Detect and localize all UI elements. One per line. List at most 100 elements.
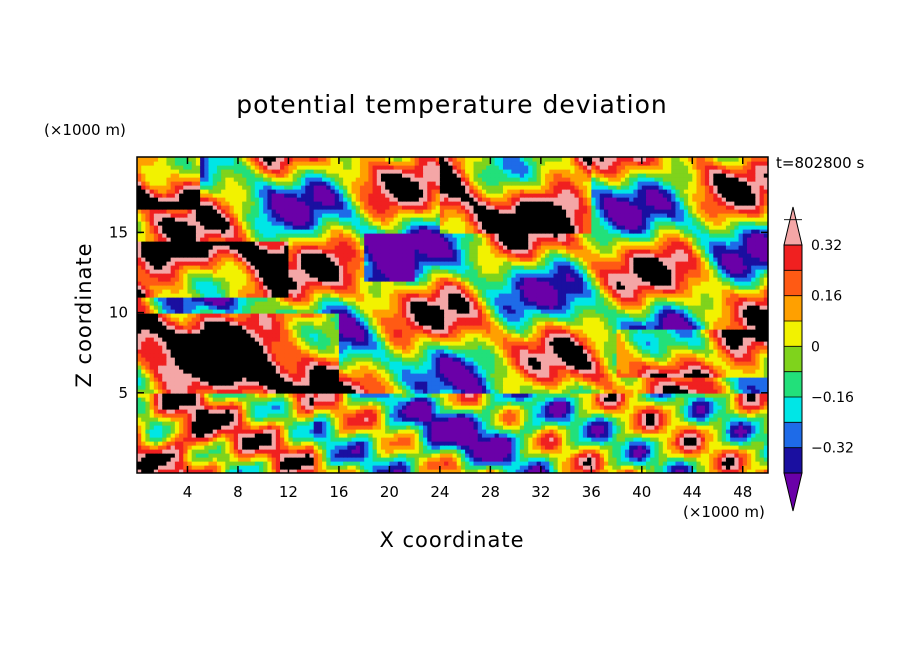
- heatmap-cell: [448, 393, 454, 398]
- heatmap-cell: [725, 437, 731, 442]
- heatmap-cell: [380, 421, 386, 426]
- heatmap-cell: [368, 377, 374, 382]
- heatmap-cell: [372, 349, 378, 354]
- heatmap-cell: [431, 385, 437, 390]
- heatmap-cell: [385, 341, 390, 346]
- heatmap-cell: [637, 417, 643, 422]
- heatmap-cell: [675, 441, 681, 446]
- heatmap-cell: [237, 357, 243, 362]
- heatmap-cell: [629, 417, 634, 422]
- heatmap-cell: [763, 401, 768, 406]
- heatmap-cell: [309, 337, 315, 342]
- heatmap-cell: [431, 409, 437, 414]
- heatmap-cell: [343, 341, 348, 346]
- heatmap-cell: [578, 425, 584, 430]
- heatmap-cell: [473, 457, 479, 462]
- heatmap-cell: [368, 433, 374, 438]
- heatmap-cell: [481, 385, 487, 390]
- heatmap-cell: [658, 341, 664, 346]
- heatmap-cell: [258, 349, 264, 354]
- heatmap-cell: [195, 405, 201, 410]
- heatmap-cell: [397, 433, 403, 438]
- heatmap-cell: [280, 377, 285, 382]
- heatmap-cell: [452, 425, 458, 430]
- heatmap-cell: [258, 365, 264, 370]
- heatmap-cell: [557, 445, 563, 450]
- heatmap-cell: [700, 465, 706, 470]
- heatmap-cell: [372, 421, 378, 426]
- heatmap-cell: [696, 381, 702, 386]
- heatmap-cell: [473, 469, 479, 473]
- heatmap-cell: [683, 465, 689, 470]
- heatmap-cell: [229, 425, 235, 430]
- heatmap-cell: [667, 441, 672, 446]
- heatmap-cell: [233, 413, 239, 418]
- heatmap-cell: [183, 457, 189, 462]
- heatmap-cell: [679, 449, 685, 454]
- heatmap-cell: [502, 341, 508, 346]
- heatmap-cell: [591, 409, 597, 414]
- heatmap-cell: [444, 417, 449, 422]
- heatmap-cell: [460, 397, 466, 402]
- heatmap-cell: [410, 445, 416, 450]
- heatmap-cell: [330, 353, 336, 358]
- heatmap-cell: [746, 369, 752, 374]
- heatmap-cell: [414, 405, 420, 410]
- heatmap-cell: [452, 393, 458, 398]
- heatmap-cell: [216, 385, 222, 390]
- heatmap-cell: [225, 429, 231, 434]
- heatmap-cell: [254, 405, 260, 410]
- heatmap-cell: [364, 341, 369, 346]
- heatmap-cell: [330, 365, 336, 370]
- heatmap-cell: [721, 449, 727, 454]
- heatmap-cell: [418, 449, 424, 454]
- heatmap-cell: [477, 417, 483, 422]
- heatmap-cell: [149, 349, 155, 354]
- heatmap-cell: [725, 401, 731, 406]
- heatmap-cell: [671, 417, 677, 422]
- heatmap-cell: [288, 405, 294, 410]
- heatmap-cell: [578, 417, 584, 422]
- heatmap-cell: [683, 381, 689, 386]
- heatmap-cell: [704, 457, 710, 462]
- heatmap-cell: [582, 341, 588, 346]
- heatmap-cell: [423, 357, 428, 362]
- heatmap-cell: [591, 405, 597, 410]
- heatmap-cell: [271, 401, 277, 406]
- heatmap-cell: [322, 337, 327, 342]
- heatmap-cell: [187, 445, 193, 450]
- heatmap-cell: [612, 437, 618, 442]
- heatmap-cell: [393, 413, 399, 418]
- heatmap-cell: [637, 413, 643, 418]
- heatmap-cell: [364, 377, 369, 382]
- heatmap-cell: [195, 397, 201, 402]
- heatmap-cell: [389, 457, 395, 462]
- heatmap-cell: [195, 381, 201, 386]
- heatmap-cell: [721, 413, 727, 418]
- heatmap-cell: [721, 437, 727, 442]
- heatmap-cell: [309, 421, 315, 426]
- heatmap-cell: [717, 381, 723, 386]
- heatmap-cell: [301, 345, 306, 350]
- heatmap-cell: [385, 361, 390, 366]
- heatmap-cell: [629, 345, 634, 350]
- heatmap-cell: [393, 445, 399, 450]
- heatmap-cell: [263, 457, 269, 462]
- heatmap-cell: [305, 361, 311, 366]
- heatmap-cell: [195, 401, 201, 406]
- heatmap-cell: [191, 401, 197, 406]
- heatmap-cell: [704, 349, 710, 354]
- heatmap-cell: [452, 429, 458, 434]
- heatmap-cell: [465, 417, 470, 422]
- heatmap-cell: [561, 465, 567, 470]
- heatmap-cell: [216, 449, 222, 454]
- heatmap-cell: [237, 365, 243, 370]
- heatmap-cell: [330, 385, 336, 390]
- heatmap-cell: [347, 465, 353, 470]
- heatmap-cell: [330, 421, 336, 426]
- heatmap-cell: [158, 421, 163, 426]
- heatmap-cell: [254, 457, 260, 462]
- heatmap-cell: [435, 401, 441, 406]
- heatmap-cell: [612, 341, 618, 346]
- heatmap-cell: [578, 389, 584, 394]
